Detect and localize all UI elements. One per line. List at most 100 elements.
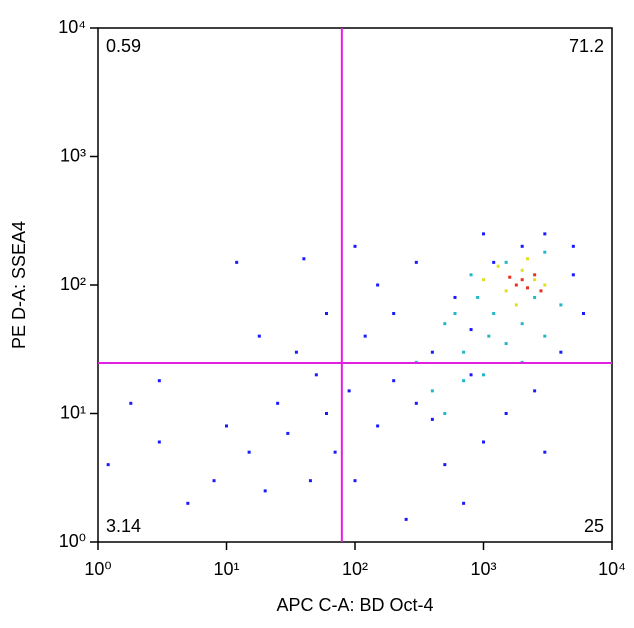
point [559, 303, 563, 307]
x-axis-label: APC C-A: BD Oct-4 [276, 595, 433, 615]
point [543, 232, 547, 236]
point [392, 312, 396, 316]
point [492, 312, 496, 316]
point [533, 389, 537, 393]
point [324, 312, 328, 316]
point [526, 286, 530, 290]
point [430, 389, 434, 393]
point [157, 379, 161, 383]
point [263, 489, 267, 493]
x-tick-label: 10⁰ [84, 559, 111, 579]
point [469, 328, 473, 332]
point [543, 334, 547, 338]
point [404, 517, 408, 521]
point [504, 260, 508, 264]
point [469, 273, 473, 277]
x-tick-label: 10² [342, 559, 368, 579]
point [482, 440, 485, 444]
point [469, 373, 473, 377]
point [308, 479, 312, 483]
point [504, 412, 508, 415]
quadrant-label: 3.14 [106, 516, 141, 536]
point [157, 440, 161, 444]
point [520, 322, 524, 326]
quadrant-label: 0.59 [106, 36, 141, 56]
point [514, 303, 518, 307]
point [376, 283, 380, 287]
plot-frame [97, 27, 613, 543]
point [533, 278, 537, 282]
point [363, 334, 367, 338]
point [543, 450, 547, 454]
point [453, 295, 457, 299]
y-tick-label: 10⁰ [59, 531, 86, 551]
point [376, 424, 380, 428]
point [430, 417, 434, 421]
point [353, 479, 357, 483]
point [571, 273, 575, 277]
point [443, 463, 447, 467]
point [353, 244, 357, 248]
point [504, 342, 508, 346]
point [414, 401, 418, 405]
point [294, 350, 298, 354]
point [462, 501, 466, 505]
point [526, 257, 530, 261]
point [302, 257, 306, 261]
quadrant-label: 25 [584, 516, 604, 536]
point [508, 275, 512, 279]
point [430, 350, 434, 354]
quadrant-label: 71.2 [569, 36, 604, 56]
point [414, 260, 418, 264]
point [186, 501, 190, 505]
point [482, 232, 485, 236]
point [533, 273, 537, 277]
point [492, 260, 496, 264]
point [257, 334, 261, 338]
point [462, 350, 466, 354]
point [443, 412, 447, 415]
y-tick-label: 10³ [60, 145, 86, 165]
point [482, 278, 485, 282]
y-tick-label: 10⁴ [58, 17, 86, 37]
point [129, 401, 133, 405]
point [286, 431, 290, 435]
point [559, 350, 563, 354]
point [314, 373, 318, 377]
x-tick-label: 10¹ [213, 559, 239, 579]
point [543, 250, 547, 254]
point [504, 289, 508, 293]
y-tick-label: 10¹ [60, 402, 86, 422]
point [571, 244, 575, 248]
point [520, 244, 524, 248]
point [520, 278, 524, 282]
point [106, 463, 110, 467]
point [539, 289, 543, 293]
y-tick-label: 10² [60, 274, 86, 294]
point [514, 283, 518, 287]
point [533, 295, 537, 299]
x-tick-label: 10³ [470, 559, 496, 579]
point [333, 450, 337, 454]
point [212, 479, 216, 483]
point [347, 389, 351, 393]
point [276, 401, 280, 405]
point [247, 450, 251, 454]
point [235, 260, 239, 264]
point [476, 295, 480, 299]
point [392, 379, 396, 383]
point [482, 373, 485, 377]
y-axis-label: PE D-A: SSEA4 [9, 221, 29, 349]
point [581, 312, 585, 316]
point [324, 412, 328, 415]
point [443, 322, 447, 326]
point [462, 379, 466, 383]
point [520, 268, 524, 272]
point [496, 264, 500, 268]
point [453, 312, 457, 316]
point [225, 424, 228, 428]
point [487, 334, 491, 338]
point [543, 283, 547, 287]
x-tick-label: 10⁴ [598, 559, 626, 579]
